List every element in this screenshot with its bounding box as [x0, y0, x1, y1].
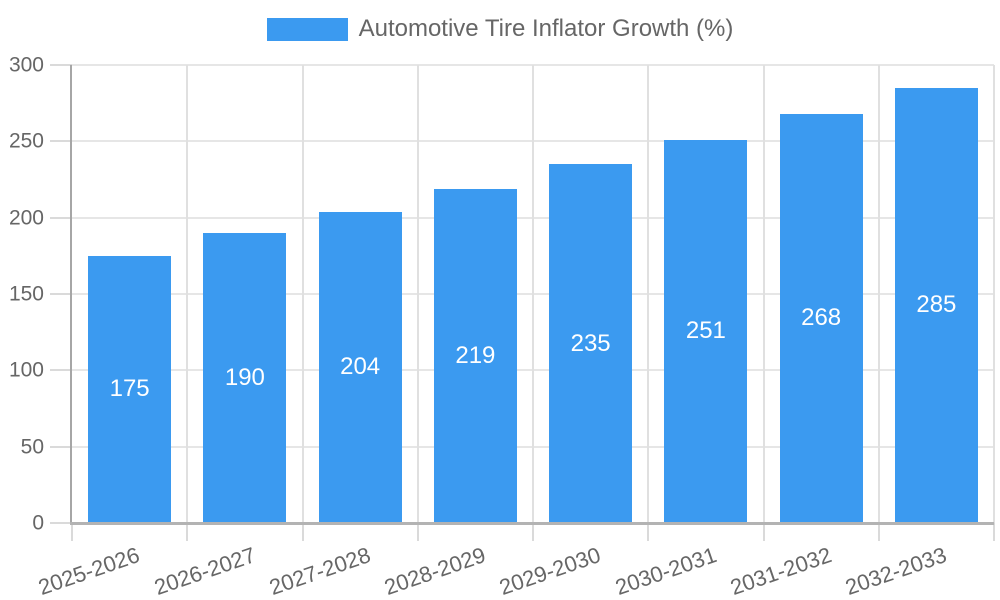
x-gridline [877, 65, 880, 523]
y-tick [50, 522, 72, 524]
legend-swatch [266, 17, 348, 41]
x-gridline [532, 65, 534, 523]
x-tick [71, 523, 73, 541]
y-tick-label: 150 [8, 282, 44, 306]
bar[interactable] [779, 113, 863, 523]
y-tick [50, 140, 72, 143]
bar[interactable] [664, 139, 748, 523]
y-tick [50, 64, 72, 66]
legend[interactable]: Automotive Tire Inflator Growth (%) [0, 17, 1000, 41]
y-tick [50, 445, 72, 448]
bar-value-label: 235 [570, 329, 611, 357]
y-tick [50, 216, 72, 219]
y-tick-label: 200 [8, 206, 44, 230]
bar[interactable] [318, 211, 402, 523]
y-tick-label: 50 [20, 435, 44, 459]
y-tick [50, 293, 72, 295]
bar-value-label: 190 [224, 363, 265, 391]
x-tick-label: 2025-2026 [35, 542, 144, 600]
y-tick [50, 369, 72, 372]
bar[interactable] [433, 188, 517, 523]
bar-value-label: 204 [340, 353, 381, 381]
legend-label: Automotive Tire Inflator Growth (%) [358, 15, 734, 42]
bar-value-label: 175 [109, 375, 150, 403]
bar-value-label: 219 [455, 341, 496, 369]
y-tick-label: 0 [32, 511, 44, 535]
x-tick [416, 523, 419, 541]
x-tick-label: 2029-2030 [496, 542, 605, 600]
x-tick [301, 523, 304, 541]
y-tick-label: 100 [8, 358, 44, 382]
x-tick [532, 523, 534, 541]
x-tick [993, 523, 995, 541]
bar-value-label: 251 [685, 317, 726, 345]
x-tick [877, 523, 880, 541]
bar[interactable] [203, 232, 287, 523]
x-tick-label: 2026-2027 [150, 542, 259, 600]
x-gridline [762, 65, 765, 523]
y-axis-line [70, 65, 72, 523]
x-gridline [186, 65, 189, 523]
x-gridline [993, 65, 995, 523]
bar[interactable] [88, 255, 172, 523]
x-gridline [416, 65, 419, 523]
y-tick-label: 300 [8, 53, 44, 77]
x-tick-label: 2027-2028 [265, 542, 374, 600]
x-tick-label: 2028-2029 [381, 542, 489, 600]
x-tick [186, 523, 189, 541]
bar-value-label: 268 [801, 304, 842, 332]
x-tick [762, 523, 765, 541]
x-gridline [647, 65, 650, 523]
x-gridline [301, 65, 304, 523]
y-tick-label: 250 [8, 129, 44, 153]
x-tick-label: 2031-2032 [726, 542, 835, 600]
bar[interactable] [894, 87, 978, 523]
x-tick-label: 2030-2031 [611, 542, 720, 600]
bar-value-label: 285 [916, 291, 957, 319]
x-tick-label: 2032-2033 [842, 542, 950, 600]
bar[interactable] [549, 164, 633, 523]
x-tick [647, 523, 650, 541]
x-axis-line [70, 522, 994, 525]
